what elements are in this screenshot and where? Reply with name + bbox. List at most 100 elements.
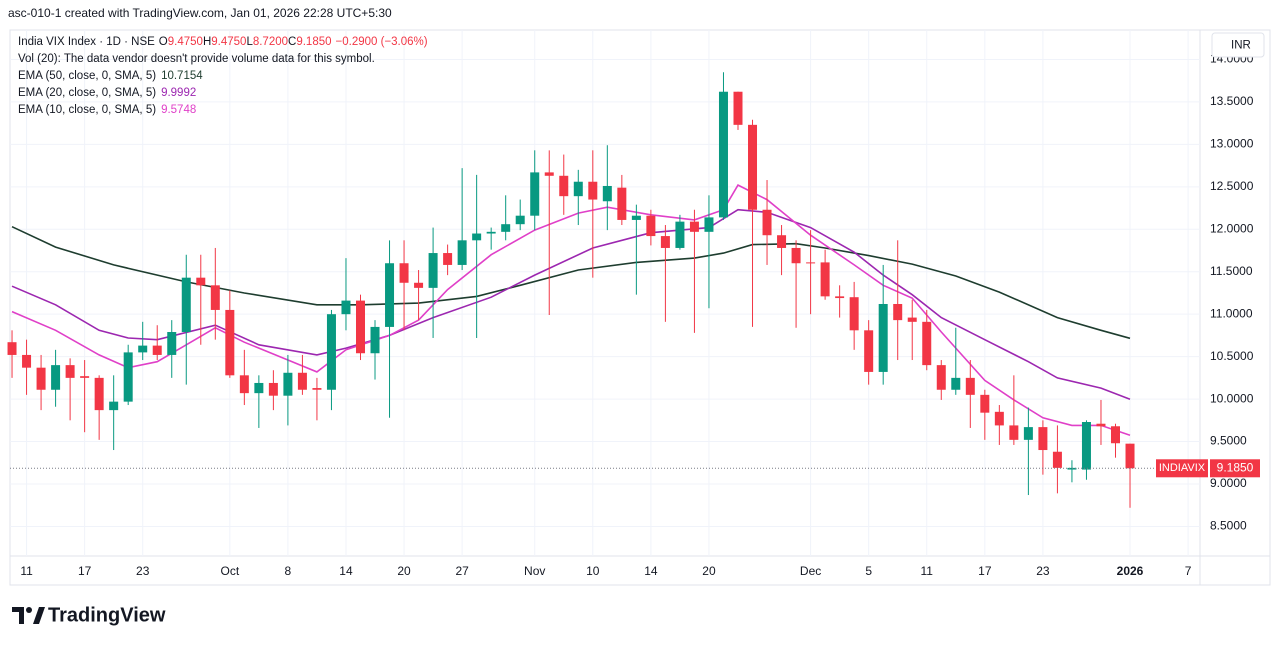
y-tick-label: 11.5000	[1210, 264, 1253, 278]
candle-body	[951, 377, 961, 390]
ohlc-value: 9.4750	[211, 36, 246, 48]
candle-body	[341, 300, 351, 315]
candle-body	[196, 277, 206, 286]
logo-mark	[12, 607, 24, 624]
legend-name: EMA (20, close, 0, SMA, 5)	[18, 87, 156, 99]
candle-body	[65, 365, 75, 378]
candle-body	[1023, 427, 1033, 440]
ohlc-key: C	[288, 36, 296, 48]
candle-body	[36, 367, 46, 390]
candle-body	[1125, 443, 1135, 469]
x-tick-label: 11	[20, 564, 33, 578]
candle-body	[297, 372, 307, 390]
candle-body	[559, 175, 569, 197]
candle-body	[689, 221, 699, 232]
ohlc-value: 9.4750	[168, 36, 203, 48]
candle-body	[530, 172, 540, 216]
currency: INR	[1231, 40, 1251, 52]
x-tick-label: 23	[1036, 564, 1050, 578]
y-tick-label: 13.0000	[1210, 137, 1254, 151]
y-tick-label: 12.5000	[1210, 179, 1254, 193]
candle-body	[878, 303, 888, 372]
candle-body	[428, 253, 438, 288]
candle-body	[414, 282, 424, 288]
candle-body	[1096, 423, 1106, 427]
candle-body	[588, 181, 598, 200]
x-tick-label: 20	[397, 564, 411, 578]
candle-body	[94, 377, 104, 411]
candle-body	[312, 388, 322, 390]
x-tick-label: 20	[702, 564, 716, 578]
y-tick-label: 10.0000	[1210, 391, 1254, 405]
volume-note: Vol (20): The data vendor doesn't provid…	[18, 53, 375, 65]
candle-body	[385, 263, 395, 327]
candle-body	[22, 354, 32, 368]
y-tick-label: 10.5000	[1210, 349, 1254, 363]
logo-slash	[33, 607, 45, 624]
candle-body	[602, 185, 612, 202]
candle-body	[80, 376, 90, 378]
x-tick-label: 23	[136, 564, 150, 578]
x-tick-label: Oct	[220, 564, 239, 578]
candle-body	[994, 411, 1004, 426]
grid	[10, 30, 1200, 556]
candle-body	[820, 262, 830, 297]
legend-symbol: India VIX Index · 1D · NSE O9.4750H9.4750…	[18, 36, 428, 48]
candle-body	[660, 236, 670, 248]
y-tick-label: 12.0000	[1210, 221, 1254, 235]
candle-body	[617, 187, 627, 220]
ohlc-value: 9.1850	[296, 36, 331, 48]
candle-body	[326, 314, 336, 390]
candle-body	[748, 124, 758, 210]
legend-name: EMA (10, close, 0, SMA, 5)	[18, 104, 156, 116]
x-tick-label: 14	[644, 564, 658, 578]
x-tick-label: Dec	[800, 564, 821, 578]
candle-body	[1081, 422, 1091, 470]
x-tick-label: 17	[978, 564, 992, 578]
candle-body	[907, 317, 917, 322]
candle-body	[109, 401, 119, 411]
candle-body	[980, 394, 990, 413]
legend-value: 9.5748	[161, 104, 196, 116]
candle-body	[123, 352, 133, 402]
candle-body	[181, 277, 191, 333]
candle-body	[1038, 427, 1048, 451]
candle-body	[835, 296, 845, 299]
x-tick-label: 27	[455, 564, 469, 578]
candle-body	[777, 235, 787, 248]
last-price-box	[1210, 459, 1260, 478]
y-tick-label: 8.5000	[1210, 519, 1247, 533]
candle-body	[791, 247, 801, 264]
x-tick-label: Nov	[524, 564, 545, 578]
candle-body	[210, 285, 220, 310]
candle-body	[675, 221, 685, 248]
last-price-symbol-box	[1156, 459, 1208, 478]
legend-value: 9.9992	[161, 87, 196, 99]
candle-body	[806, 262, 816, 264]
candle-body	[225, 309, 235, 376]
candle-body	[573, 181, 583, 197]
candle-body	[399, 263, 409, 283]
currency-box[interactable]	[1211, 32, 1265, 58]
brand-logo: TradingView	[12, 604, 166, 626]
candle-body	[704, 217, 714, 232]
candle-body	[138, 345, 148, 353]
legend-entry: EMA (50, close, 0, SMA, 5) 10.7154	[18, 70, 203, 82]
x-tick-label: 5	[865, 564, 872, 578]
legend: India VIX Index · 1D · NSE O9.4750H9.4750…	[18, 36, 428, 116]
candle-body	[167, 332, 177, 355]
candle-body	[370, 326, 380, 354]
change: −0.2900 (−3.06%)	[336, 36, 428, 48]
x-tick-label: 7	[1185, 564, 1192, 578]
logo-dot	[26, 607, 32, 613]
candle-body	[152, 345, 162, 355]
ohlc-value: 8.7200	[253, 36, 288, 48]
y-tick-label: 9.5000	[1210, 434, 1247, 448]
candle-body	[1052, 451, 1062, 468]
y-tick-label: 9.0000	[1210, 476, 1247, 490]
candle-body	[254, 382, 264, 394]
candle-body	[646, 215, 656, 237]
candle-body	[849, 297, 859, 331]
brand: TradingView	[48, 604, 166, 626]
ohlc-key: L	[246, 36, 253, 48]
